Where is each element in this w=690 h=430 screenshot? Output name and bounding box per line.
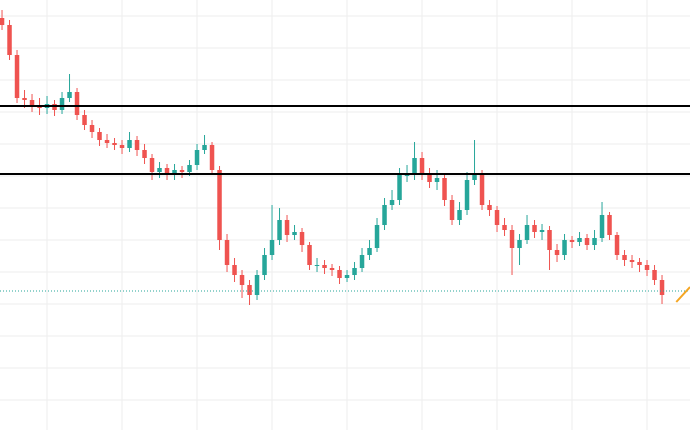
candle-body — [179, 170, 185, 172]
candle-body — [652, 270, 657, 280]
candle-body — [457, 210, 462, 220]
candle-body — [67, 92, 72, 98]
candle-body — [442, 178, 447, 200]
candle-body — [592, 238, 597, 245]
candle-body — [232, 265, 237, 275]
candle-body — [74, 92, 80, 115]
candle-body — [419, 158, 425, 175]
candle-body — [352, 268, 357, 275]
candle-body — [104, 140, 110, 143]
candle-body — [382, 205, 387, 225]
candle-body — [434, 178, 440, 182]
candle-body — [217, 170, 222, 240]
candle-body — [577, 238, 582, 242]
candle-body — [509, 230, 515, 248]
candle-body — [322, 265, 327, 268]
candle-body — [367, 248, 372, 255]
candle-body — [187, 165, 192, 172]
candle-body — [487, 205, 492, 210]
candle-body — [494, 210, 500, 225]
candle-body — [262, 255, 267, 275]
candle-body — [142, 150, 147, 158]
candle-body — [97, 132, 102, 140]
candle-body — [224, 240, 230, 265]
trend-line — [675, 286, 690, 303]
candle-body — [209, 145, 215, 170]
candle-body — [554, 250, 560, 255]
candle-body — [337, 270, 342, 278]
candle-body — [584, 238, 590, 245]
candle-body — [0, 18, 5, 25]
candle-body — [7, 25, 12, 55]
candle-body — [562, 240, 567, 255]
candle-body — [164, 168, 170, 175]
candle-body — [329, 268, 335, 270]
candle-body — [292, 232, 297, 235]
candle-body — [277, 220, 282, 240]
candle-body — [82, 115, 87, 125]
candle-body — [239, 275, 245, 285]
candle-body — [659, 280, 665, 295]
candle-body — [307, 245, 312, 265]
candle-body — [157, 168, 162, 172]
candle-body — [397, 175, 402, 200]
candle-body — [112, 143, 117, 145]
candle-body — [427, 175, 432, 182]
candle-body — [547, 230, 552, 250]
candle-body — [194, 150, 200, 165]
candle-body — [59, 98, 65, 110]
candle-body — [29, 100, 35, 105]
candle-body — [89, 125, 95, 132]
candle-body — [127, 140, 132, 148]
candle-body — [517, 240, 522, 248]
candle-body — [524, 225, 530, 240]
candle-body — [14, 55, 20, 98]
candle-body — [149, 158, 155, 172]
candle-body — [374, 225, 380, 248]
candle-body — [389, 200, 395, 205]
candle-body — [449, 200, 455, 220]
candle-body — [314, 265, 320, 266]
candle-body — [569, 240, 575, 242]
candle-body — [539, 230, 545, 232]
candle-body — [404, 175, 410, 176]
candle-body — [644, 265, 650, 270]
candle-body — [134, 140, 140, 150]
candle-body — [472, 175, 477, 180]
candle-body — [202, 145, 207, 150]
candle-body — [247, 285, 252, 295]
candle-body — [599, 215, 605, 238]
candle-body — [614, 235, 620, 255]
candle-body — [284, 220, 290, 235]
candle-body — [479, 175, 485, 205]
candle-body — [622, 255, 627, 260]
candle-body — [502, 225, 507, 230]
candle-body — [412, 158, 417, 175]
candle-body — [119, 145, 125, 148]
candle-body — [22, 98, 27, 100]
candle-body — [269, 240, 275, 255]
candle-body — [344, 275, 350, 278]
candle-body — [299, 232, 305, 245]
candle-body — [254, 275, 260, 295]
candle-body — [172, 170, 177, 175]
candle-body — [637, 262, 642, 265]
candle-body — [359, 255, 365, 268]
candle-body — [532, 225, 537, 232]
candle-body — [464, 180, 470, 210]
candle-body — [607, 215, 612, 235]
candle-body — [629, 260, 635, 262]
